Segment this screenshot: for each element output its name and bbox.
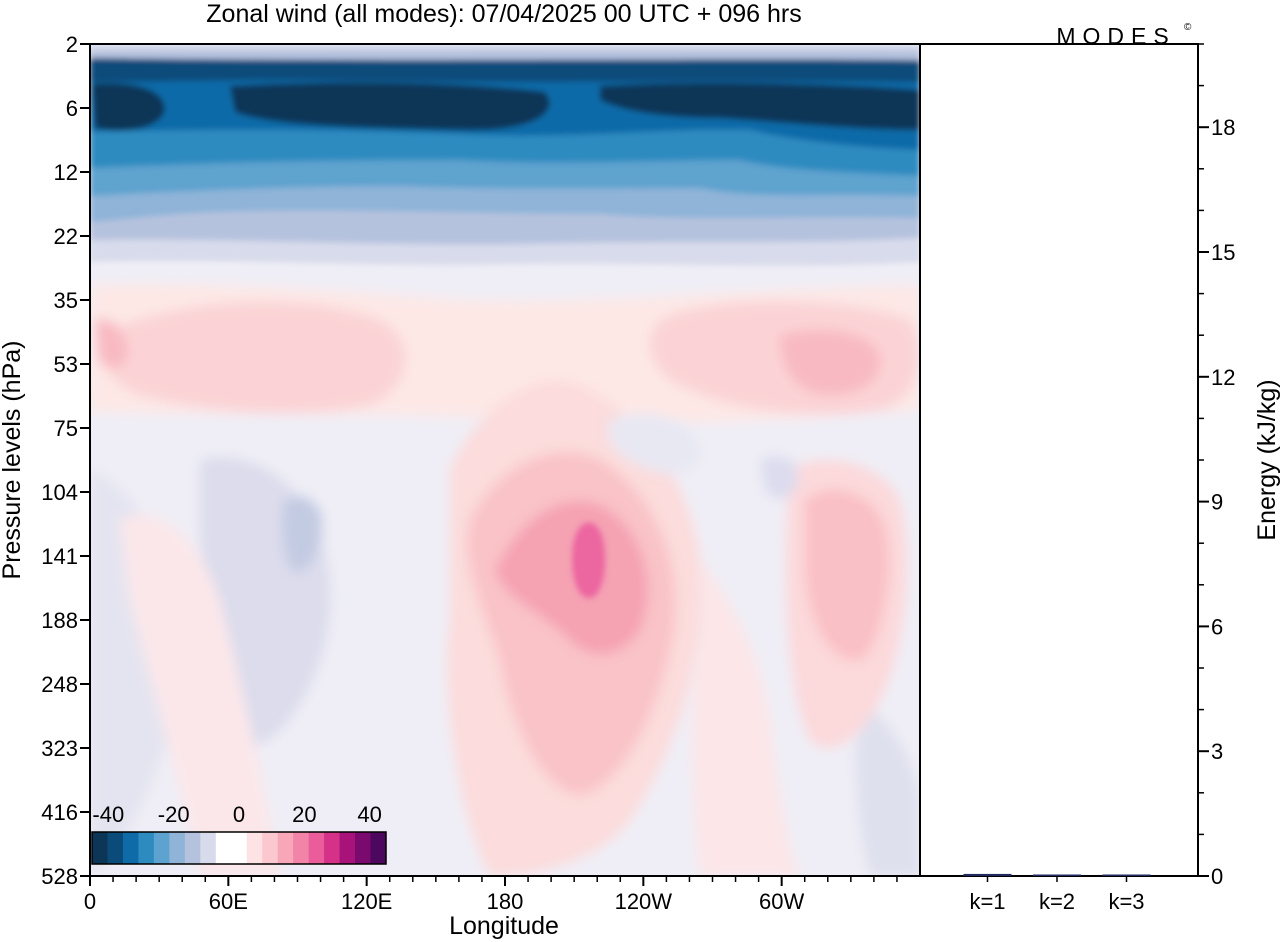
y-tick-label: 416 [41,800,78,825]
energy-tick-label: 15 [1211,240,1235,265]
energy-bar [1102,874,1151,876]
easterly-core-west [92,83,165,131]
easterly-pocket-120w [607,414,701,474]
energy-category-label: k=1 [969,889,1005,914]
energy-tick-label: 6 [1211,614,1223,639]
colorbar: -40 -20 0 20 40 [91,802,387,865]
energy-plot-frame [919,43,1199,877]
colorbar-swatch [138,832,155,864]
y-tick-label: 104 [41,480,78,505]
y-tick-label: 528 [41,864,78,889]
x-tick-label: 60W [759,889,804,914]
jet-180-core [572,522,606,599]
colorbar-swatch [324,832,341,864]
energy-tick-label: 0 [1211,864,1223,889]
colorbar-swatch [231,832,248,864]
pressure-axis: 2 6 12 22 35 53 75 104 141 188 248 323 416 528 [41,32,90,889]
y-tick-label: 248 [41,672,78,697]
y-tick-label: 2 [66,32,78,57]
pink-haze-west [120,514,280,876]
y-tick-label: 141 [41,544,78,569]
colorbar-swatch [262,832,279,864]
y-tick-label: 6 [66,96,78,121]
colorbar-swatch [339,832,356,864]
colorbar-label: -40 [92,802,124,827]
easterly-core-central [230,82,550,131]
energy-bars: k=1 k=2 k=3 [963,873,1151,914]
lavender-patch-east [855,700,920,876]
energy-tick-label: 18 [1211,115,1235,140]
pink-core-west [95,319,128,368]
colorbar-swatch [153,832,170,864]
y-tick-label: 12 [54,160,78,185]
colorbar-swatch [169,832,186,864]
jet-180-inner [495,501,648,654]
wind-contour-field [90,44,920,876]
pink-haze-east [692,560,800,876]
pink-core-east [780,330,881,395]
y-tick-label: 188 [41,608,78,633]
colorbar-swatch [200,832,217,864]
energy-tick-label: 3 [1211,739,1223,764]
energy-bar [963,873,1012,876]
top-edge-light [90,44,920,50]
y-tick-label: 35 [54,288,78,313]
y-axis-label: Pressure levels (hPa) [0,341,26,580]
longitude-axis: 0 60E 120E 180 120W 60W [84,876,898,914]
colorbar-frame [91,831,387,865]
energy-bar [1033,874,1081,876]
colorbar-swatch [184,832,201,864]
blue-patch-100e [282,496,323,572]
x-tick-label: 120W [615,889,673,914]
energy-tick-label: 9 [1211,490,1223,515]
y-tick-label: 22 [54,224,78,249]
colorbar-swatch [122,832,139,864]
x-tick-label: 60E [209,889,248,914]
colorbar-swatch [355,832,372,864]
chart-title: Zonal wind (all modes): 07/04/2025 00 UT… [206,0,801,28]
pink-lobe-west [100,301,406,413]
colorbar-swatch [293,832,310,864]
x-tick-label: 0 [84,889,96,914]
energy-category-label: k=3 [1108,889,1144,914]
brand-mark: © [1184,22,1192,33]
colorbar-swatch [92,832,108,864]
energy-tick-label: 12 [1211,365,1235,390]
colorbar-label: 40 [357,802,381,827]
y-tick-label: 53 [54,352,78,377]
energy-axis: 0 3 6 9 12 15 18 [1198,43,1235,889]
x-tick-label: 120E [341,889,392,914]
easterly-pocket-80w [760,456,799,499]
colorbar-swatch [277,832,294,864]
brand-text: MODES [1056,23,1175,49]
easterly-core-east [600,83,920,130]
colorbar-label: -20 [158,802,190,827]
x-axis-label: Longitude [449,912,559,940]
colorbar-swatch [107,832,124,864]
x-tick-label: 180 [487,889,524,914]
colorbar-swatch [246,832,263,864]
energy-category-label: k=2 [1039,889,1075,914]
colorbar-swatch [308,832,325,864]
colorbar-label: 0 [233,802,245,827]
y-tick-label: 75 [54,416,78,441]
colorbar-label: 20 [292,802,316,827]
energy-axis-label: Energy (kJ/kg) [1253,379,1280,540]
colorbar-swatch [215,832,232,864]
jet-60w-inner [805,490,889,661]
colorbar-swatch [370,832,387,864]
y-tick-label: 323 [41,736,78,761]
